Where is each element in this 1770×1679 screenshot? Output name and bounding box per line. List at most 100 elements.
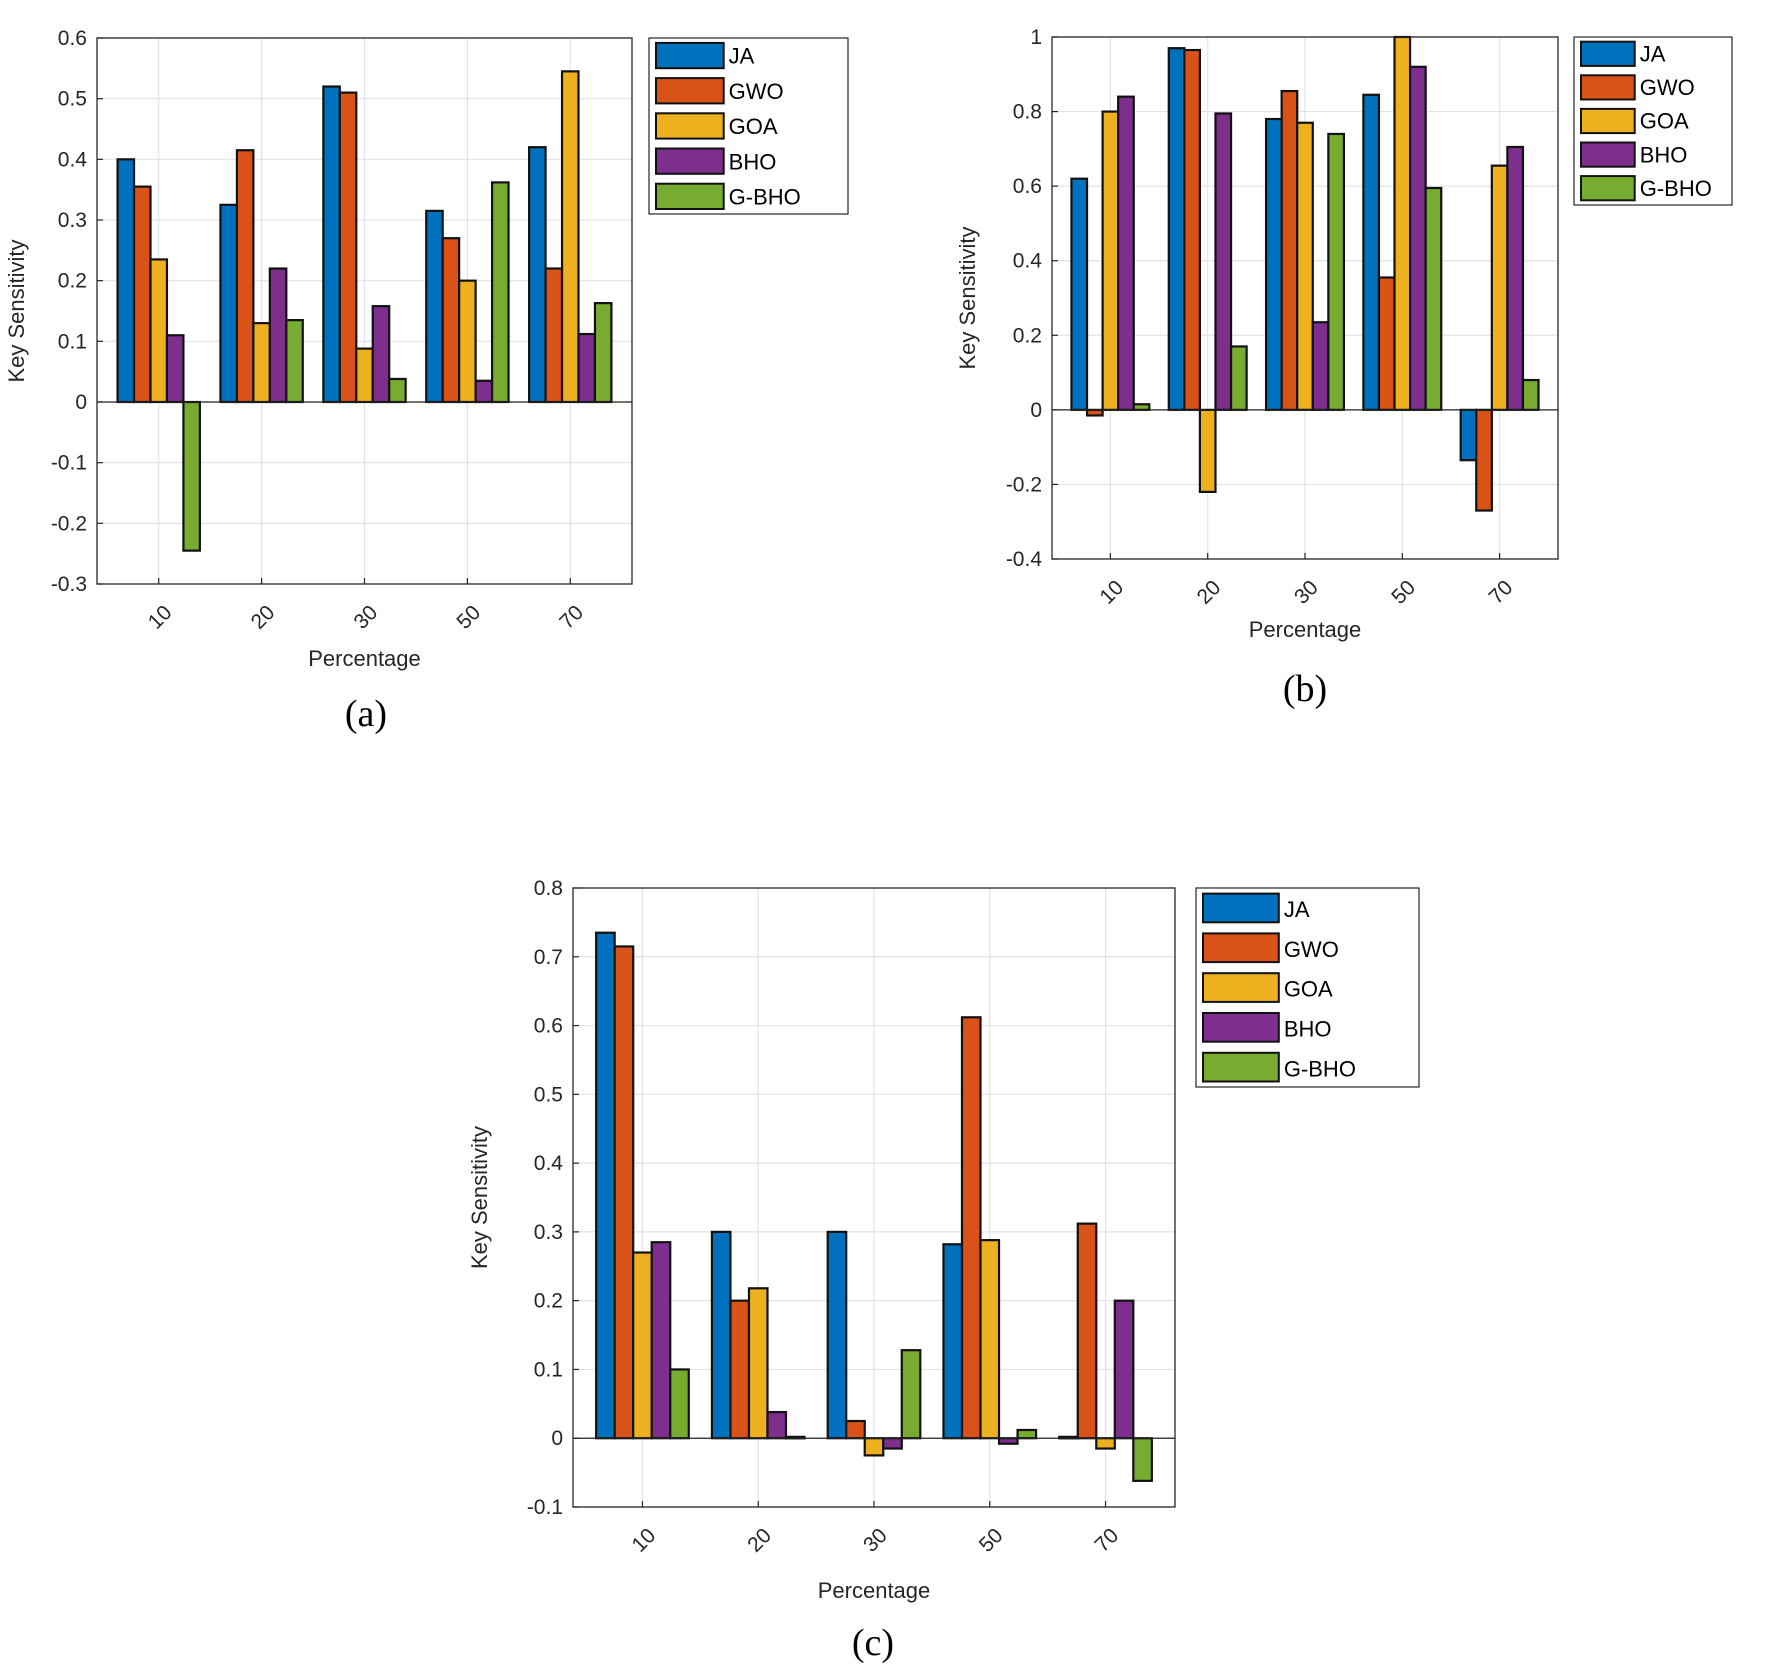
legend-label-bho: BHO: [729, 149, 777, 174]
bar-gwo-50: [1377, 276, 1396, 411]
y-tick-label: 0: [551, 1427, 563, 1450]
bar-g-bho-70: [1132, 1437, 1153, 1482]
bar-g-bho-70: [1521, 378, 1540, 411]
y-tick-label: 1: [1030, 26, 1042, 49]
bar-gwo-50: [441, 237, 461, 404]
y-axis-label: Key Sensitivity: [467, 1126, 492, 1269]
x-axis-label: Percentage: [818, 1578, 931, 1603]
bar-bho-50: [997, 1437, 1019, 1445]
bar-bho-10: [650, 1241, 672, 1440]
x-tick-label: 50: [452, 601, 485, 634]
bar-g-bho-20: [1229, 345, 1248, 411]
bar-g-bho-30: [388, 377, 407, 404]
x-tick-label: 30: [1290, 576, 1323, 609]
y-tick-label: 0.4: [1013, 250, 1043, 273]
bar-ja-10: [116, 158, 136, 404]
panel-caption: (b): [1283, 668, 1327, 710]
y-tick-label: 0.6: [58, 27, 87, 50]
y-tick-label: 0.2: [534, 1290, 563, 1313]
legend-swatch-goa: [655, 112, 725, 140]
x-tick-label: 20: [1193, 576, 1226, 609]
y-tick-label: 0.5: [534, 1083, 563, 1106]
bar-g-bho-70: [593, 302, 613, 404]
x-tick-label: 70: [555, 601, 588, 634]
bar-bho-30: [882, 1437, 903, 1450]
y-tick-label: 0: [1030, 399, 1042, 422]
legend-swatch-ja: [655, 41, 725, 70]
bar-goa-50: [979, 1239, 1001, 1440]
legend-label-ja: JA: [1284, 897, 1310, 922]
bar-bho-70: [577, 332, 597, 404]
legend-swatch-goa: [1580, 107, 1636, 135]
bar-goa-20: [747, 1287, 769, 1440]
y-tick-label: 0.7: [534, 946, 563, 969]
legend-swatch-g-bho: [1202, 1051, 1280, 1083]
x-tick-label: 10: [627, 1524, 660, 1557]
legend-label-ja: JA: [729, 44, 755, 69]
chart-panel-3: -0.1 0 0.1 0.2 0.3 0.4 0.5 0.6 0.7 0.8 10 20 30 50 70 P…: [467, 877, 1420, 1664]
y-tick-label: -0.1: [51, 452, 87, 475]
x-tick-label: 20: [247, 601, 280, 634]
bar-gwo-30: [1280, 89, 1299, 411]
legend-swatch-bho: [1202, 1012, 1280, 1043]
bar-ja-50: [942, 1243, 964, 1440]
legend-label-gwo: GWO: [1640, 75, 1695, 100]
legend-label-ja: JA: [1640, 42, 1666, 67]
y-tick-label: 0.2: [58, 270, 87, 293]
x-tick-label: 50: [975, 1524, 1008, 1557]
x-axis-label: Percentage: [1249, 617, 1362, 642]
bar-g-bho-50: [1424, 186, 1443, 411]
legend-label-bho: BHO: [1284, 1017, 1332, 1042]
legend-label-goa: GOA: [729, 114, 778, 139]
bar-gwo-10: [613, 945, 635, 1440]
x-tick-label: 30: [859, 1524, 892, 1557]
bar-goa-70: [1095, 1437, 1116, 1450]
y-tick-label: -0.4: [1006, 548, 1043, 571]
legend-label-goa: GOA: [1284, 977, 1333, 1002]
bar-ja-20: [219, 203, 239, 404]
bar-bho-30: [1311, 321, 1330, 411]
legend-label-g-bho: G-BHO: [1640, 176, 1712, 201]
legend-label-bho: BHO: [1640, 142, 1688, 167]
panel-caption: (c): [852, 1622, 894, 1664]
bar-bho-20: [766, 1410, 788, 1440]
bar-goa-50: [1393, 35, 1412, 411]
y-tick-label: -0.2: [1006, 473, 1042, 496]
legend: JA GWO GOA BHO G-BHO: [1573, 36, 1733, 206]
bar-ja-30: [322, 85, 341, 404]
bar-ja-50: [1362, 93, 1381, 411]
y-tick-label: 0.3: [58, 209, 87, 232]
legend-label-gwo: GWO: [1284, 937, 1339, 962]
y-tick-label: 0: [75, 391, 87, 414]
bar-gwo-20: [235, 149, 255, 404]
bar-goa-70: [1490, 164, 1509, 411]
bar-ja-70: [1459, 408, 1478, 462]
bar-bho-10: [165, 334, 185, 404]
bar-gwo-30: [338, 91, 358, 404]
legend-label-gwo: GWO: [729, 79, 784, 104]
bar-ja-50: [425, 209, 444, 404]
bar-ja-10: [595, 931, 616, 1440]
bar-gwo-30: [845, 1419, 866, 1440]
bar-bho-20: [1214, 112, 1233, 411]
legend-swatch-gwo: [1202, 932, 1280, 964]
bar-g-bho-50: [490, 181, 510, 404]
bar-g-bho-30: [900, 1349, 922, 1440]
bar-gwo-20: [1183, 48, 1202, 411]
x-axis-label: Percentage: [308, 646, 421, 671]
bar-goa-30: [863, 1437, 885, 1457]
legend-swatch-ja: [1580, 40, 1636, 67]
y-axis-label: Key Sensitivity: [955, 226, 980, 369]
bar-bho-70: [1506, 145, 1525, 411]
bar-gwo-50: [960, 1016, 982, 1440]
legend: JA GWO GOA BHO G-BHO: [1195, 887, 1420, 1088]
y-tick-label: 0.6: [1013, 175, 1042, 198]
legend-label-g-bho: G-BHO: [1284, 1056, 1356, 1081]
bar-ja-30: [826, 1230, 848, 1440]
bar-gwo-20: [729, 1299, 751, 1440]
bar-goa-70: [560, 70, 580, 404]
legend-swatch-ja: [1202, 892, 1280, 924]
bar-bho-30: [371, 305, 391, 404]
bar-gwo-70: [1076, 1222, 1098, 1440]
